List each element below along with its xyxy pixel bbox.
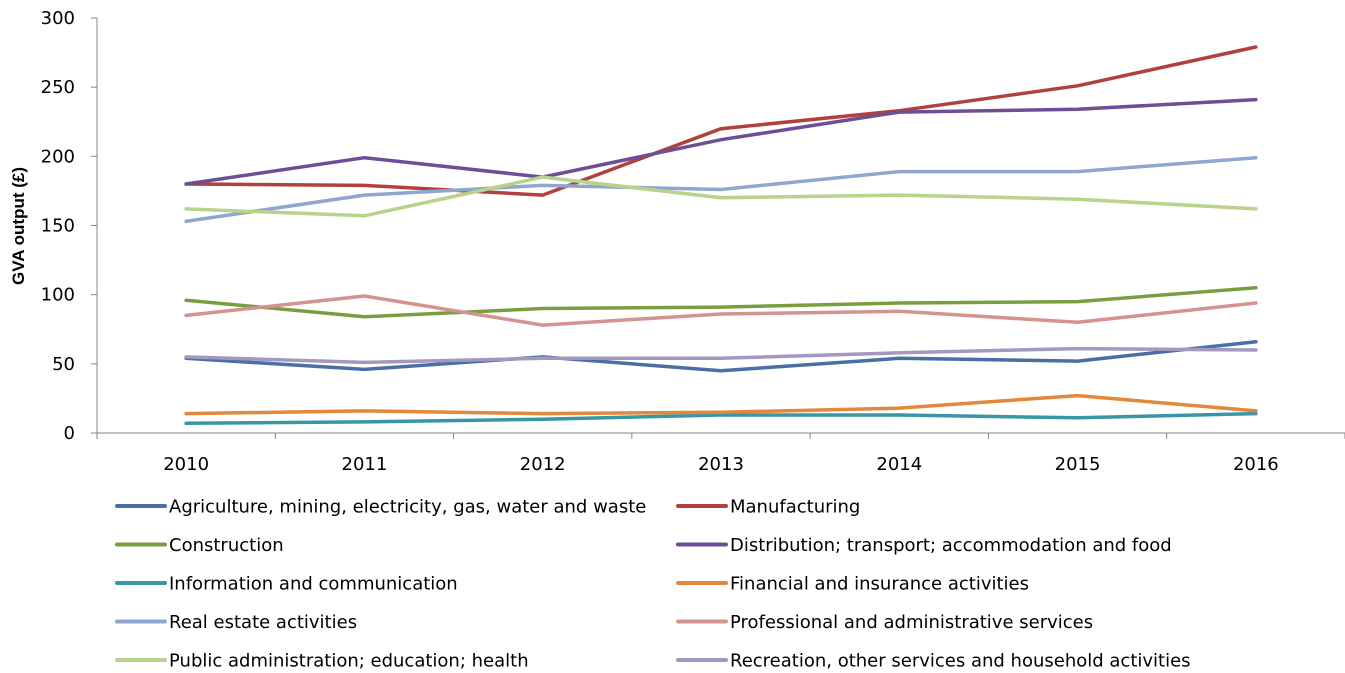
x-tick-label: 2013 — [698, 454, 744, 475]
x-tick-label: 2010 — [163, 454, 209, 475]
series-line-9 — [184, 175, 1258, 218]
series-line-2 — [184, 45, 1258, 197]
y-tick-label: 250 — [41, 77, 75, 98]
y-tick-label: 0 — [64, 423, 75, 444]
series-lines — [184, 45, 1258, 426]
legend-label: Real estate activities — [169, 612, 357, 633]
x-tick-label: 2014 — [876, 454, 922, 475]
x-tick-label: 2012 — [520, 454, 566, 475]
y-tick-label: 150 — [41, 216, 75, 237]
legend-label: Financial and insurance activities — [730, 574, 1029, 595]
series-line-5 — [184, 411, 1258, 426]
series-line-6 — [184, 393, 1258, 416]
series-line-7 — [184, 155, 1258, 224]
legend-label: Professional and administrative services — [730, 612, 1093, 633]
legend-label: Construction — [169, 535, 284, 556]
axes: 0 50 100 150 200 250 300 2010 2011 2012 2013 2014 20… — [41, 8, 1345, 475]
legend: Agriculture, mining, electricity, gas, w… — [115, 497, 1191, 672]
x-tick-label: 2011 — [342, 454, 388, 475]
legend-label: Information and communication — [169, 574, 458, 595]
series-line-1 — [184, 339, 1258, 373]
y-tick-label: 200 — [41, 146, 75, 167]
y-tick-label: 100 — [41, 285, 75, 306]
legend-label: Manufacturing — [730, 497, 860, 518]
y-axis-title: GVA output (£) — [9, 167, 28, 285]
legend-label: Agriculture, mining, electricity, gas, w… — [169, 497, 646, 518]
y-tick-label: 50 — [52, 354, 75, 375]
legend-label: Public administration; education; health — [169, 651, 529, 672]
x-tick-label: 2016 — [1233, 454, 1279, 475]
legend-label: Recreation, other services and household… — [730, 651, 1191, 672]
legend-label: Distribution; transport; accommodation a… — [730, 535, 1172, 556]
series-line-8 — [184, 294, 1258, 327]
x-tick-label: 2015 — [1055, 454, 1101, 475]
series-line-4 — [184, 97, 1258, 186]
y-tick-label: 300 — [41, 8, 75, 29]
series-line-10 — [184, 346, 1258, 365]
series-line-3 — [184, 286, 1258, 319]
